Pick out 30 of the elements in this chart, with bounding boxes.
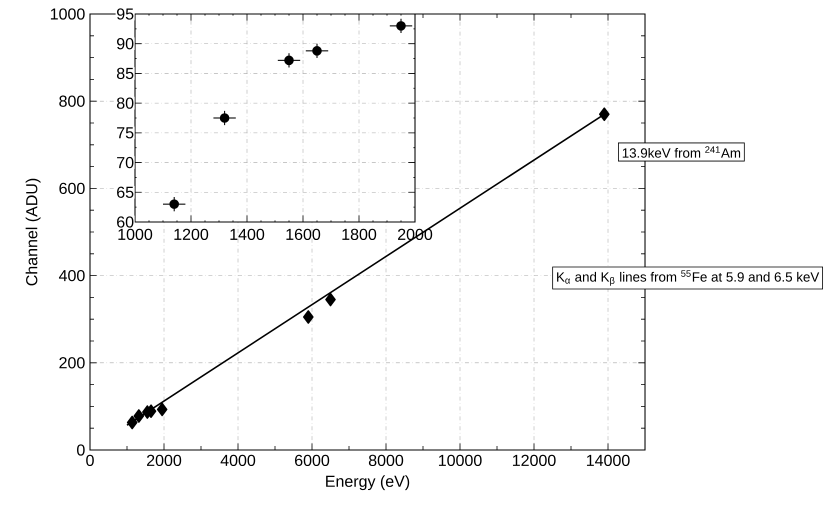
x-tick-label: 2000 [147, 454, 182, 466]
x-tick-label: 1200 [174, 228, 208, 240]
y-tick-label: 90 [117, 38, 134, 50]
x-tick-label: 14000 [586, 454, 630, 466]
x-tick-label: 1600 [286, 228, 320, 240]
y-tick-label: 60 [117, 216, 134, 228]
y-tick-label: 80 [116, 97, 134, 109]
x-tick-label: 1800 [342, 228, 376, 240]
x-tick-label: 10000 [438, 454, 482, 466]
annotation: K$_{α}$ and K$_{β}$ lines from $^{55}$Fe at 5.9 and 6.5 keV [557, 270, 820, 286]
x-tick-label: 4000 [220, 454, 256, 466]
x-tick-label: 8000 [368, 454, 404, 466]
y-axis-title: Channel (ADU) [26, 178, 41, 286]
y-tick-label: 1000 [50, 8, 85, 20]
x-tick-label: 6000 [295, 454, 330, 466]
y-tick-label: 85 [116, 68, 134, 80]
y-tick-label: 75 [117, 127, 134, 138]
y-tick-label: 0 [77, 444, 85, 456]
x-axis-title: Energy (eV) [326, 475, 410, 490]
x-tick-label: 1400 [230, 228, 264, 240]
x-tick-label: 12000 [512, 454, 556, 466]
y-tick-label: 70 [117, 156, 134, 168]
y-tick-label: 200 [59, 357, 85, 368]
y-tick-label: 400 [58, 270, 85, 282]
x-tick-label: 0 [86, 454, 94, 466]
y-tick-label: 800 [59, 96, 85, 107]
y-tick-label: 600 [59, 182, 85, 194]
y-tick-label: 65 [117, 186, 134, 198]
y-tick-label: 95 [117, 8, 134, 20]
annotation: 13.9keV from $^{241}$Am [622, 146, 740, 158]
